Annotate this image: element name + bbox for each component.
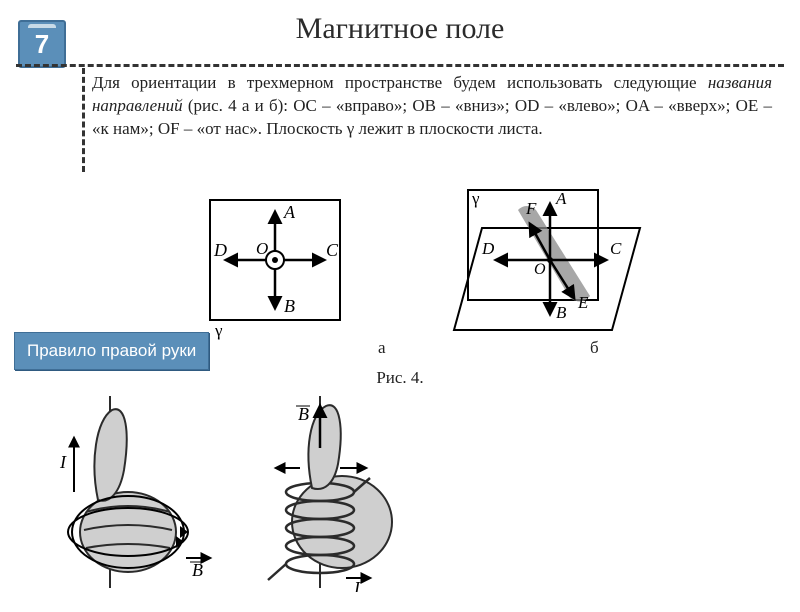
label-I-2: I [353,578,361,592]
label-gamma-b: γ [471,189,480,208]
diagram-a: A B C D O γ [190,186,370,346]
label-F-b: F [525,199,537,218]
hand-illustration-wire: I B [40,392,220,592]
label-C: C [326,240,339,260]
figure-label-b: б [590,338,599,358]
label-B-2: B [298,404,309,424]
label-gamma-a: γ [214,321,223,340]
label-A: A [283,202,296,222]
right-hand-rule-callout: Правило правой руки [14,332,209,370]
label-D: D [213,240,227,260]
label-O: O [256,239,268,258]
label-A-b: A [555,189,567,208]
figure-caption: Рис. 4. [0,368,800,388]
figure-label-a: а [378,338,386,358]
label-D-b: D [481,239,495,258]
hand-illustrations: I B B [40,392,460,602]
topic-number: 7 [35,29,49,60]
page-title: Магнитное поле [0,12,800,46]
label-E-b: E [577,293,589,312]
diagram-b: A B C D E F O γ [440,180,660,350]
horizontal-dash-rule [16,64,784,67]
paragraph-pre: Для ориентации в трехмерном пространстве… [92,73,708,92]
label-B: B [284,296,295,316]
label-I-1: I [59,452,67,472]
vertical-dash-rule [82,68,85,172]
paragraph-post: (рис. 4 а и б): OC – «вправо»; OB – «вни… [92,96,772,138]
label-C-b: C [610,239,622,258]
topic-number-badge: 7 [18,20,66,68]
hand-illustration-solenoid: B I [250,392,430,592]
intro-paragraph: Для ориентации в трехмерном пространстве… [92,72,772,141]
label-B-1: B [192,560,203,580]
label-B-b: B [556,303,567,322]
callout-text: Правило правой руки [27,341,196,360]
label-O-b: O [534,261,546,278]
